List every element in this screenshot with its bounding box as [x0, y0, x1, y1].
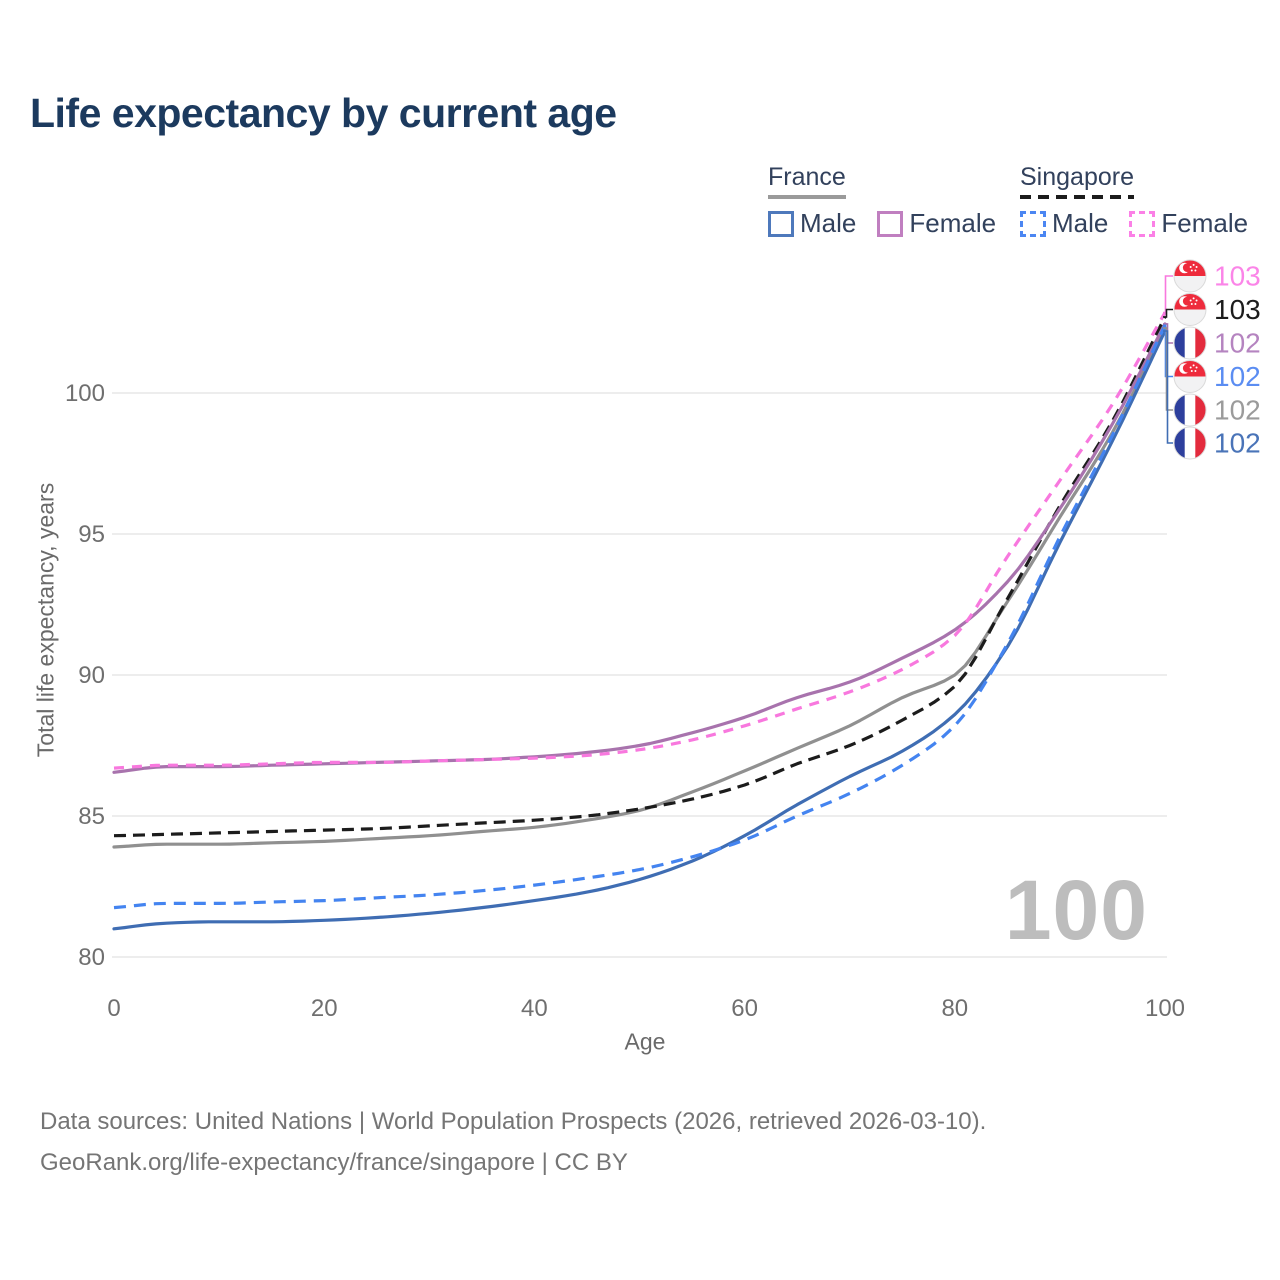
gridlines: 80 85 90 95 100 — [65, 380, 1167, 971]
connector-singapore-female — [1163, 275, 1173, 314]
age-counter-watermark: 100 — [1004, 863, 1148, 957]
end-label-value-singapore-female: 103 — [1214, 261, 1261, 292]
x-ticks: 0 20 40 60 80 100 — [107, 995, 1185, 1022]
flag-fr-icon — [1173, 426, 1207, 460]
x-tick-60: 60 — [731, 995, 758, 1022]
flag-fr-icon — [1173, 393, 1207, 427]
x-tick-0: 0 — [107, 995, 120, 1022]
connector-france-male — [1163, 330, 1173, 444]
legend-singapore-line-sample — [1020, 195, 1134, 199]
y-tick-95: 95 — [78, 521, 105, 548]
x-axis-label: Age — [624, 1028, 666, 1055]
connector-singapore-male — [1163, 324, 1173, 378]
legend-item-france-female[interactable]: Female — [877, 208, 996, 239]
y-tick-80: 80 — [78, 944, 105, 971]
legend-item-singapore-male[interactable]: Male — [1020, 208, 1108, 239]
legend-item-france-male[interactable]: Male — [768, 208, 856, 239]
connector-singapore-both-sexes — [1163, 308, 1173, 318]
legend-country-france[interactable]: France — [768, 163, 846, 199]
y-axis-label: Total life expectancy, years — [32, 482, 59, 758]
series-line-singapore-female — [113, 311, 1167, 770]
legend-label-france-male: Male — [800, 208, 857, 238]
legend-country-france-label: France — [768, 163, 846, 191]
series-line-singapore-male — [113, 324, 1167, 910]
y-tick-90: 90 — [78, 662, 105, 689]
data-sources-note: Data sources: United Nations | World Pop… — [40, 1108, 987, 1135]
end-label-value-singapore-both-sexes: 103 — [1214, 294, 1261, 325]
x-tick-40: 40 — [521, 995, 548, 1022]
series-line-france-female — [112, 322, 1167, 774]
x-tick-80: 80 — [941, 995, 968, 1022]
legend-label-france-female: Female — [909, 208, 997, 238]
end-label-connectors — [1163, 275, 1173, 444]
end-label-value-france-female: 102 — [1214, 328, 1261, 359]
legend-swatch-singapore-male — [1020, 210, 1046, 237]
legend-item-singapore-female[interactable]: Female — [1129, 208, 1248, 239]
legend-swatch-france-male — [768, 210, 794, 237]
attribution-note: GeoRank.org/life-expectancy/france/singa… — [40, 1149, 628, 1176]
legend-group-singapore: Singapore Male Female — [1020, 163, 1248, 239]
x-tick-20: 20 — [311, 995, 338, 1022]
legend-country-singapore-label: Singapore — [1020, 163, 1134, 191]
legend-items-singapore: Male Female — [1020, 208, 1248, 239]
series-line-singapore-both-sexes — [113, 316, 1167, 838]
flag-fr-icon — [1173, 326, 1207, 360]
series-line-france-both-sexes — [112, 326, 1167, 849]
legend-france-line-sample — [768, 195, 846, 199]
flag-sg-icon — [1173, 360, 1207, 393]
series-lines — [112, 311, 1167, 931]
connector-france-both-sexes — [1163, 327, 1173, 411]
flag-sg-icon — [1173, 259, 1207, 293]
page-title: Life expectancy by current age — [30, 90, 617, 136]
y-tick-85: 85 — [78, 803, 105, 830]
x-tick-100: 100 — [1145, 995, 1185, 1022]
legend-swatch-france-female — [877, 210, 904, 237]
legend-label-singapore-female: Female — [1161, 208, 1249, 238]
flag-sg-icon — [1173, 293, 1207, 326]
end-label-value-singapore-male: 102 — [1214, 361, 1261, 392]
y-tick-100: 100 — [65, 380, 105, 407]
legend-country-singapore[interactable]: Singapore — [1020, 163, 1134, 199]
end-label-value-france-both-sexes: 102 — [1214, 395, 1261, 426]
legend-items-france: Male Female — [768, 208, 996, 239]
series-line-france-male — [112, 329, 1167, 931]
legend-swatch-singapore-female — [1129, 210, 1156, 237]
legend-group-france: France Male Female — [768, 163, 996, 239]
end-label-value-france-male: 102 — [1214, 428, 1261, 459]
legend-label-singapore-male: Male — [1052, 208, 1109, 238]
